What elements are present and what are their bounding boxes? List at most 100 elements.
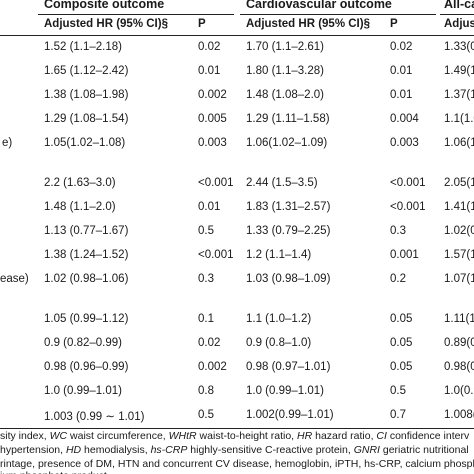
composite-hr-cell: 0.98 (0.96–0.99) bbox=[44, 361, 129, 373]
cardio-hr-subheader: Adjusted HR (95% CI)§ bbox=[246, 18, 370, 30]
composite-p-cell: 0.005 bbox=[198, 113, 227, 125]
composite-outcome-header: Composite outcome bbox=[44, 0, 165, 11]
composite-p-cell: 0.002 bbox=[198, 361, 227, 373]
composite-hr-cell: 1.29 (1.08–1.54) bbox=[44, 113, 129, 125]
composite-p-cell: 0.8 bbox=[198, 385, 214, 397]
footnote-text: ium phosphate product bbox=[0, 470, 107, 474]
composite-hr-cell: 1.05(1.02–1.08) bbox=[44, 137, 126, 149]
composite-p-cell: 0.3 bbox=[198, 273, 214, 285]
composite-p-cell: 0.5 bbox=[198, 225, 214, 237]
composite-hr-cell: 1.0 (0.99–1.01) bbox=[44, 385, 123, 397]
cardio-p-cell: <0.001 bbox=[390, 177, 426, 189]
allcause-hr-cell: 1.0(0.9 bbox=[444, 385, 474, 397]
footnote-line-3: rintage, presence of DM, HTN and concurr… bbox=[0, 458, 474, 470]
allcause-hr-cell: 1.49(1 bbox=[444, 65, 474, 77]
allcause-hr-cell: 1.1(1.0 bbox=[444, 113, 474, 125]
cardio-hr-cell: 1.2 (1.1–1.4) bbox=[246, 249, 312, 261]
cardio-hr-cell: 1.06(1.02–1.09) bbox=[246, 137, 328, 149]
cardio-hr-cell: 1.70 (1.1–2.61) bbox=[246, 41, 325, 53]
cardio-p-cell: 0.05 bbox=[390, 313, 413, 325]
composite-hr-subheader: Adjusted HR (95% CI)§ bbox=[44, 18, 168, 30]
composite-p-cell: <0.001 bbox=[198, 177, 234, 189]
composite-p-cell: 0.02 bbox=[198, 337, 221, 349]
cardio-hr-cell: 1.33 (0.79–2.25) bbox=[246, 225, 331, 237]
composite-p-cell: 0.1 bbox=[198, 313, 214, 325]
allcause-header-rule bbox=[440, 14, 474, 15]
cardio-hr-cell: 2.44 (1.5–3.5) bbox=[246, 177, 318, 189]
cardiovascular-header-rule bbox=[240, 14, 436, 15]
cardio-p-cell: 0.05 bbox=[390, 337, 413, 349]
composite-p-cell: <0.001 bbox=[198, 249, 234, 261]
footnote-text: hemodialysis, bbox=[81, 444, 151, 456]
allcause-hr-cell: 2.05(1 bbox=[444, 177, 474, 189]
allcause-hr-cell: 1.11(1 bbox=[444, 313, 474, 325]
composite-hr-cell: 1.38 (1.08–1.98) bbox=[44, 89, 129, 101]
cardio-p-cell: 0.01 bbox=[390, 89, 413, 101]
composite-header-rule bbox=[38, 14, 234, 15]
footnote-abbreviation: HR bbox=[297, 430, 313, 442]
allcause-hr-cell: 1.07(1 bbox=[444, 273, 474, 285]
composite-hr-cell: 1.65 (1.12–2.42) bbox=[44, 65, 129, 77]
composite-hr-cell: 1.05 (0.99–1.12) bbox=[44, 313, 129, 325]
footnote-text: sity index, bbox=[0, 430, 50, 442]
allcause-hr-cell: 1.008( bbox=[444, 409, 474, 421]
cardio-p-cell: 0.5 bbox=[390, 385, 406, 397]
composite-hr-cell: 1.13 (0.77–1.67) bbox=[44, 225, 129, 237]
cardio-p-subheader: P bbox=[390, 18, 398, 30]
allcause-hr-cell: 1.33(0 bbox=[444, 41, 474, 53]
footnote-abbreviation: CI bbox=[376, 430, 387, 442]
allcause-hr-cell: 1.37(1 bbox=[444, 89, 474, 101]
composite-p-cell: 0.01 bbox=[198, 201, 221, 213]
composite-hr-cell: 1.003 (0.99 ∼ 1.01) bbox=[44, 411, 145, 423]
footnote-abbreviation: WHtR bbox=[168, 430, 197, 442]
footnote-line-1: sity index, WC waist circumference, WHtR… bbox=[0, 430, 469, 442]
footnote-abbreviation: HD bbox=[65, 444, 82, 456]
table-bottom-rule bbox=[0, 428, 474, 429]
composite-p-subheader: P bbox=[198, 18, 206, 30]
composite-hr-cell: 1.48 (1.1–2.0) bbox=[44, 201, 116, 213]
allcause-hr-cell: 0.89(0 bbox=[444, 337, 474, 349]
footnote-text: rintage, presence of DM, HTN and concurr… bbox=[0, 458, 474, 470]
composite-hr-cell: 1.52 (1.1–2.18) bbox=[44, 41, 123, 53]
allcause-hr-cell: 1.02(0 bbox=[444, 225, 474, 237]
cardio-p-cell: 0.2 bbox=[390, 273, 406, 285]
composite-p-cell: 0.5 bbox=[198, 409, 214, 421]
composite-hr-cell: 2.2 (1.63–3.0) bbox=[44, 177, 116, 189]
cardio-hr-cell: 1.83 (1.31–2.57) bbox=[246, 201, 331, 213]
cardio-p-cell: 0.003 bbox=[390, 137, 419, 149]
cardio-p-cell: <0.001 bbox=[390, 201, 426, 213]
allcause-hr-cell: 1.06(1 bbox=[444, 137, 474, 149]
composite-hr-cell: 0.9 (0.82–0.99) bbox=[44, 337, 123, 349]
allcause-hr-subheader: Adjus bbox=[444, 18, 474, 30]
subheader-rule bbox=[0, 35, 474, 36]
cardio-hr-cell: 1.29 (1.11–1.58) bbox=[246, 113, 330, 125]
cardio-p-cell: 0.004 bbox=[390, 113, 419, 125]
footnote-text: waist circumference, bbox=[67, 430, 169, 442]
cardio-hr-cell: 1.80 (1.1–3.28) bbox=[246, 65, 325, 77]
footnote-text: hypertension, bbox=[0, 444, 66, 456]
cardio-p-cell: 0.3 bbox=[390, 225, 406, 237]
cardio-hr-cell: 1.002(0.99–1.01) bbox=[246, 409, 334, 421]
footnote-line-2: hypertension, HD hemodialysis, hs-CRP hi… bbox=[0, 444, 469, 456]
cardio-hr-cell: 1.48 (1.08–2.0) bbox=[246, 89, 325, 101]
allcause-hr-cell: 1.41(1 bbox=[444, 201, 474, 213]
composite-p-cell: 0.002 bbox=[198, 89, 227, 101]
row-label: e) bbox=[2, 137, 13, 149]
footnote-text: hazard ratio, bbox=[312, 430, 377, 442]
row-label: ease) bbox=[0, 273, 29, 285]
footnote-abbreviation: WC bbox=[49, 430, 68, 442]
cardio-hr-cell: 0.98 (0.97–1.01) bbox=[246, 361, 331, 373]
footnote-text: geriatric nutritional bbox=[379, 444, 469, 456]
cardio-p-cell: 0.7 bbox=[390, 409, 406, 421]
allcause-outcome-header: All-ca bbox=[444, 0, 474, 11]
footnote-abbreviation: GNRI bbox=[353, 444, 380, 456]
composite-hr-cell: 1.02 (0.98–1.06) bbox=[44, 273, 129, 285]
footnote-text: confidence interv bbox=[386, 430, 470, 442]
cardio-p-cell: 0.01 bbox=[390, 65, 413, 77]
composite-p-cell: 0.003 bbox=[198, 137, 227, 149]
footnote-line-4: ium phosphate product bbox=[0, 470, 107, 474]
composite-hr-cell: 1.38 (1.24–1.52) bbox=[44, 249, 129, 261]
footnote-text: highly-sensitive C-reactive protein, bbox=[187, 444, 354, 456]
allcause-hr-cell: 1.57(1 bbox=[444, 249, 474, 261]
composite-p-cell: 0.01 bbox=[198, 65, 221, 77]
